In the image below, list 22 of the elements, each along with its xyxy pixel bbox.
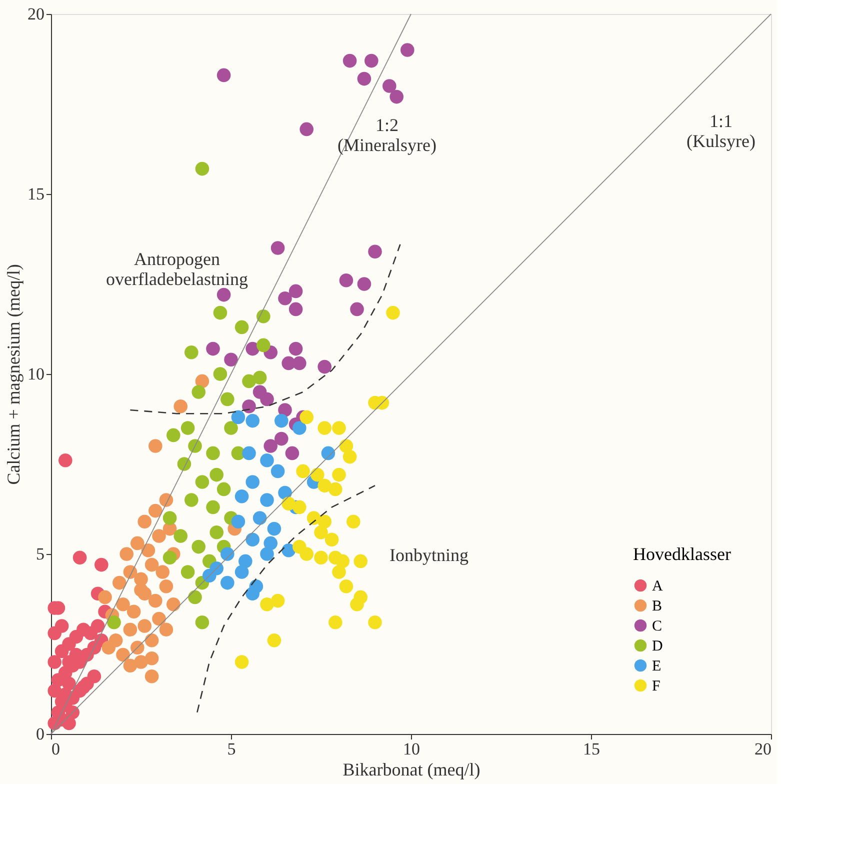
legend-label: C <box>652 618 662 634</box>
legend-label: B <box>652 598 662 614</box>
legend-title: Hovedklasser <box>633 544 731 564</box>
annotation: Antropogen overfladebelastning <box>106 249 248 289</box>
y-tick-label: 15 <box>28 184 44 204</box>
y-tick-label: 10 <box>28 364 44 384</box>
legend-label: E <box>652 658 662 674</box>
y-tick-label: 5 <box>36 544 44 564</box>
x-tick-label: 5 <box>227 740 236 758</box>
y-tick-label: 20 <box>28 4 44 24</box>
x-axis-title: Bikarbonat (meq/l) <box>342 760 480 780</box>
legend-label: F <box>652 678 660 694</box>
y-tick-label: 0 <box>36 724 44 744</box>
annotation: 1:1 (Kulsyre) <box>686 111 756 151</box>
legend-label: D <box>652 638 663 654</box>
x-tick-label: 10 <box>403 740 420 758</box>
x-tick-label: 15 <box>583 740 600 758</box>
legend-label: A <box>652 578 663 594</box>
x-tick-label: 20 <box>754 740 772 758</box>
x-tick-label: 0 <box>52 740 60 758</box>
annotation: Ionbytning <box>390 545 468 565</box>
y-axis-title: Calcium + magnesium (meq/l) <box>4 264 24 485</box>
